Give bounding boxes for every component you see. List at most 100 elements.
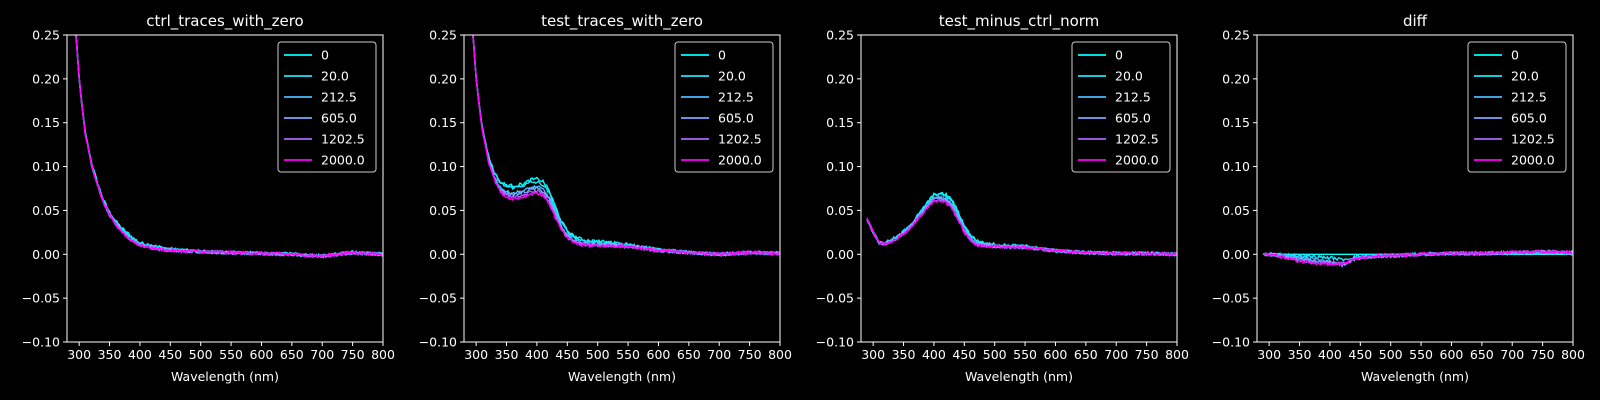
legend-label: 605.0 <box>1115 111 1151 126</box>
subplot-title: test_minus_ctrl_norm <box>939 12 1100 31</box>
legend-label: 1202.5 <box>1511 132 1555 147</box>
y-tick-label: 0.25 <box>429 28 457 43</box>
x-tick-label: 500 <box>983 347 1007 362</box>
y-tick-label: 0.15 <box>32 115 60 130</box>
x-tick-label: 400 <box>1318 347 1342 362</box>
series-line-2000.0 <box>866 198 1177 257</box>
y-tick-label: −0.05 <box>22 291 60 306</box>
y-tick-label: 0.10 <box>429 159 457 174</box>
series-group <box>866 191 1177 257</box>
y-tick-label: 0.20 <box>32 71 60 86</box>
x-tick-label: 500 <box>1379 347 1403 362</box>
x-tick-label: 800 <box>768 347 792 362</box>
axes-frame <box>66 34 384 343</box>
legend-label: 2000.0 <box>1115 153 1159 168</box>
legend-label: 0 <box>1511 48 1519 63</box>
y-tick-label: 0.20 <box>429 71 457 86</box>
x-tick-label: 650 <box>280 347 304 362</box>
x-tick-label: 650 <box>1074 347 1098 362</box>
y-tick-label: 0.05 <box>1222 203 1250 218</box>
y-tick-label: 0.10 <box>32 159 60 174</box>
axes-frame <box>860 34 1178 343</box>
x-tick-label: 550 <box>219 347 243 362</box>
x-tick-label: 550 <box>1409 347 1433 362</box>
y-tick-label: 0.25 <box>826 28 854 43</box>
y-tick-label: 0.10 <box>1222 159 1250 174</box>
x-tick-label: 800 <box>1165 347 1189 362</box>
legend-label: 212.5 <box>321 90 357 105</box>
legend: 0 20.0 212.5 605.0 1202.5 2000.0 <box>674 41 774 173</box>
legend-label: 20.0 <box>1511 69 1539 84</box>
legend-label: 20.0 <box>321 69 349 84</box>
legend: 0 20.0 212.5 605.0 1202.5 2000.0 <box>1467 41 1567 173</box>
y-tick-label: 0.00 <box>826 247 854 262</box>
x-tick-label: 650 <box>1470 347 1494 362</box>
y-tick-label: 0.20 <box>826 71 854 86</box>
series-line-2000.0 <box>1262 249 1573 267</box>
subplot-4: diff Wavelength (nm) 300 350 400 450 500 550 6… <box>1212 12 1585 384</box>
x-tick-label: 450 <box>158 347 182 362</box>
legend-label: 605.0 <box>718 111 754 126</box>
legend-label: 0 <box>718 48 726 63</box>
legend: 0 20.0 212.5 605.0 1202.5 2000.0 <box>277 41 377 173</box>
legend: 0 20.0 212.5 605.0 1202.5 2000.0 <box>1071 41 1171 173</box>
y-tick-label: 0.00 <box>1222 247 1250 262</box>
x-tick-label: 350 <box>892 347 916 362</box>
x-tick-label: 500 <box>189 347 213 362</box>
legend-label: 2000.0 <box>718 153 762 168</box>
axes-frame <box>1256 34 1574 343</box>
y-tick-label: −0.10 <box>816 335 854 350</box>
y-tick-label: −0.05 <box>816 291 854 306</box>
x-axis-label: Wavelength (nm) <box>171 369 279 384</box>
legend-label: 605.0 <box>1511 111 1547 126</box>
subplot-title: test_traces_with_zero <box>541 12 703 31</box>
x-tick-label: 300 <box>861 347 885 362</box>
y-tick-label: −0.10 <box>419 335 457 350</box>
legend-label: 20.0 <box>1115 69 1143 84</box>
legend-label: 1202.5 <box>1115 132 1159 147</box>
y-tick-label: 0.15 <box>1222 115 1250 130</box>
x-tick-label: 700 <box>1500 347 1524 362</box>
x-tick-label: 600 <box>1044 347 1068 362</box>
legend-label: 212.5 <box>1511 90 1547 105</box>
series-group <box>1262 249 1573 269</box>
x-tick-label: 300 <box>67 347 91 362</box>
y-tick-label: 0.10 <box>826 159 854 174</box>
x-tick-label: 450 <box>952 347 976 362</box>
series-line-2000.0 <box>75 35 383 259</box>
x-tick-label: 450 <box>1348 347 1372 362</box>
legend-label: 1202.5 <box>321 132 365 147</box>
x-tick-label: 700 <box>310 347 334 362</box>
x-tick-label: 400 <box>922 347 946 362</box>
x-tick-label: 750 <box>738 347 762 362</box>
x-tick-label: 700 <box>707 347 731 362</box>
x-tick-label: 800 <box>371 347 395 362</box>
subplot-3: test_minus_ctrl_norm Wavelength (nm) 300… <box>816 12 1189 384</box>
x-tick-label: 350 <box>495 347 519 362</box>
x-axis-label: Wavelength (nm) <box>568 369 676 384</box>
x-tick-label: 500 <box>586 347 610 362</box>
y-tick-label: 0.05 <box>429 203 457 218</box>
x-tick-label: 750 <box>1135 347 1159 362</box>
legend-label: 1202.5 <box>718 132 762 147</box>
subplot-title: diff <box>1403 12 1428 30</box>
y-tick-label: 0.20 <box>1222 71 1250 86</box>
x-tick-label: 800 <box>1561 347 1585 362</box>
x-tick-label: 400 <box>525 347 549 362</box>
y-tick-label: 0.05 <box>826 203 854 218</box>
subplot-2: test_traces_with_zero Wavelength (nm) 30… <box>419 12 792 384</box>
legend-label: 2000.0 <box>1511 153 1555 168</box>
y-tick-label: 0.15 <box>826 115 854 130</box>
legend-label: 20.0 <box>718 69 746 84</box>
x-tick-label: 750 <box>1531 347 1555 362</box>
y-tick-label: 0.00 <box>429 247 457 262</box>
x-tick-label: 650 <box>677 347 701 362</box>
y-tick-label: −0.10 <box>22 335 60 350</box>
y-tick-label: −0.05 <box>1212 291 1250 306</box>
x-tick-label: 400 <box>128 347 152 362</box>
legend-label: 2000.0 <box>321 153 365 168</box>
y-tick-label: −0.05 <box>419 291 457 306</box>
series-line-2000.0 <box>472 35 780 257</box>
